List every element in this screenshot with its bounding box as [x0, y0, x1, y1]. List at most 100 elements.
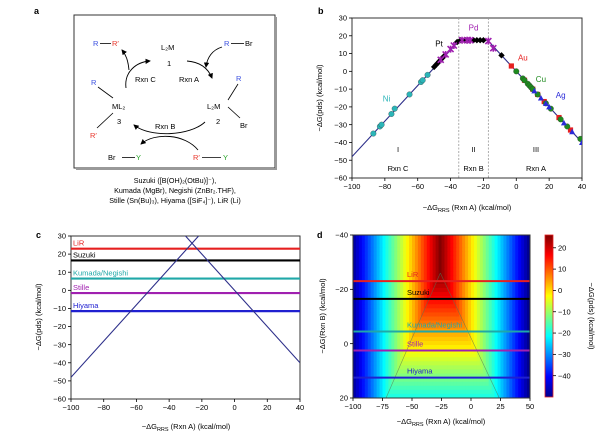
heat-cell: [515, 353, 519, 358]
heat-cell: [373, 340, 378, 346]
heat-cell: [361, 308, 366, 314]
heat-cell: [482, 263, 487, 269]
heat-cell: [420, 320, 425, 326]
heat-cell: [485, 353, 490, 358]
y-tick-label: −40: [334, 138, 347, 147]
heat-cell: [482, 235, 487, 240]
heat-cell: [406, 336, 410, 342]
heat-cell: [512, 308, 516, 314]
heat-cell: [355, 308, 360, 314]
heat-cell: [497, 255, 502, 261]
heat-cell: [432, 316, 437, 322]
heat-cell: [468, 381, 472, 387]
heat-cell: [361, 243, 366, 248]
heat-cell: [417, 259, 422, 265]
heat-cell: [518, 247, 522, 252]
heat-cell: [394, 235, 398, 240]
heat-cell: [432, 263, 437, 269]
heat-cell: [453, 263, 457, 269]
heat-cell: [453, 377, 457, 383]
heat-cell: [476, 345, 481, 350]
heat-cell: [488, 283, 493, 289]
heat-cell: [450, 369, 454, 375]
heat-cell: [417, 345, 422, 350]
heat-cell: [361, 381, 366, 387]
heat-cell: [367, 365, 372, 371]
heat-cell: [476, 320, 481, 326]
heat-cell: [429, 271, 434, 277]
heat-cell: [515, 287, 519, 293]
y-tick-label: 30: [339, 14, 347, 23]
product-rprime: R′: [112, 39, 119, 48]
heat-cell: [376, 283, 381, 289]
heat-cell: [491, 336, 496, 342]
heat-cell: [518, 373, 522, 379]
heat-cell: [423, 332, 428, 338]
heat-cell: [450, 377, 454, 383]
heat-cell: [441, 353, 446, 358]
heat-cell: [432, 292, 437, 297]
heat-cell: [500, 336, 505, 342]
heat-cell: [471, 385, 475, 391]
heat-cell: [361, 304, 366, 309]
heat-cell: [459, 389, 463, 395]
heat-cell: [397, 304, 401, 309]
heat-cell: [447, 353, 451, 358]
heat-cell: [462, 365, 466, 371]
heat-cell: [485, 340, 490, 346]
heat-cell: [406, 300, 410, 305]
heat-cell: [456, 267, 460, 273]
heat-cell: [412, 308, 416, 314]
heat-cell: [370, 259, 375, 265]
heat-cell: [382, 255, 387, 261]
heat-cell: [400, 312, 404, 318]
heat-cell: [441, 369, 446, 375]
heat-cell: [406, 316, 410, 322]
heat-cell: [506, 287, 510, 293]
heat-cell: [373, 271, 378, 277]
heat-cell: [358, 275, 363, 281]
heat-cell: [379, 361, 384, 366]
heat-cell: [444, 336, 448, 342]
heat-cell: [432, 300, 437, 305]
heat-cell: [468, 259, 472, 265]
heat-cell: [406, 365, 410, 371]
heat-cell: [500, 235, 505, 240]
heat-cell: [355, 267, 360, 273]
heat-cell: [353, 243, 357, 248]
heat-cell: [388, 332, 392, 338]
heat-cell: [512, 255, 516, 261]
heat-cell: [494, 385, 499, 391]
heat-cell: [406, 393, 410, 398]
heat-cell: [444, 353, 448, 358]
heat-cell: [426, 271, 431, 277]
heat-cell: [456, 275, 460, 281]
heat-cell: [373, 239, 378, 244]
heat-cell: [403, 377, 407, 383]
heat-cell: [509, 353, 513, 358]
region-numeral: I: [397, 145, 399, 154]
heat-cell: [450, 247, 454, 252]
y-tick-label: 10: [58, 268, 66, 277]
heat-cell: [370, 235, 375, 240]
heat-cell: [456, 304, 460, 309]
heat-cell: [417, 381, 422, 387]
colorbar: [544, 234, 554, 398]
heat-cell: [379, 304, 384, 309]
colorbar-tick-label: −40: [558, 371, 571, 380]
heat-cell: [361, 235, 366, 240]
heat-cell: [462, 251, 466, 256]
heat-cell: [462, 263, 466, 269]
heat-cell: [491, 287, 496, 293]
heat-cell: [488, 292, 493, 297]
heat-cell: [367, 308, 372, 314]
heat-cell: [432, 304, 437, 309]
heat-cell: [497, 243, 502, 248]
heat-cell: [435, 287, 440, 293]
heat-cell: [462, 271, 466, 277]
heat-cell: [503, 324, 507, 330]
heat-cell: [370, 353, 375, 358]
heat-cell: [429, 287, 434, 293]
heat-cell: [482, 357, 487, 362]
